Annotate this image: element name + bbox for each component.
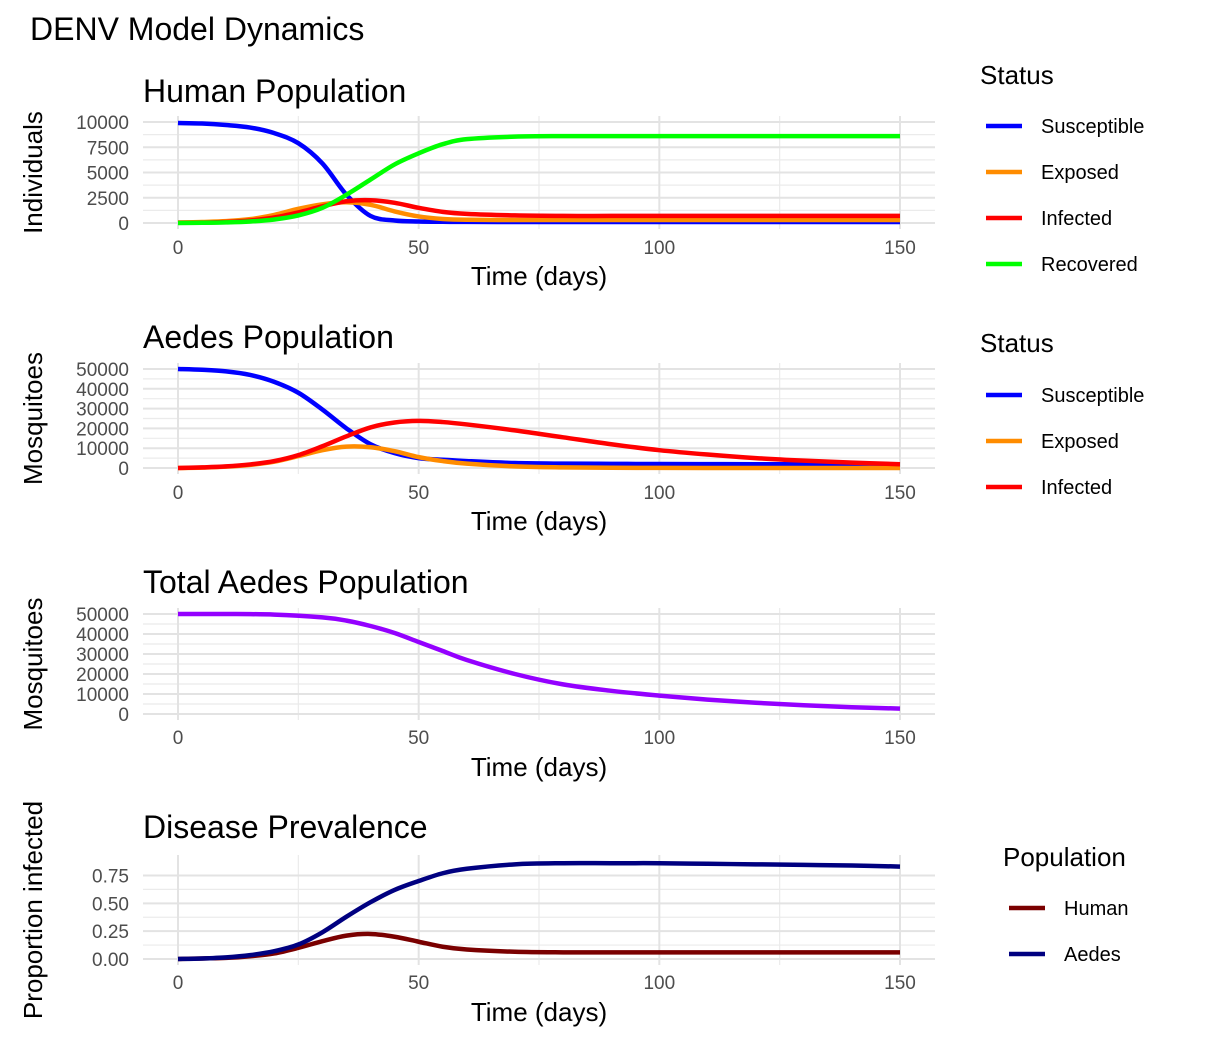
x-axis-label: Time (days) [471, 506, 607, 536]
legend-title: Status [980, 328, 1054, 358]
page-title: DENV Model Dynamics [30, 11, 364, 47]
y-tick-label: 0.25 [92, 922, 129, 943]
series-line-infected [177, 418, 901, 471]
series-line-total [177, 611, 901, 711]
x-tick-label: 50 [408, 728, 429, 749]
x-tick-label: 0 [173, 728, 184, 749]
x-axis-label: Time (days) [471, 261, 607, 291]
panel-title: Human Population [143, 73, 406, 109]
x-tick-label: 100 [643, 728, 675, 749]
y-tick-label: 0 [118, 705, 129, 726]
grid-lines [143, 608, 935, 720]
x-tick-label: 50 [408, 238, 429, 259]
y-tick-label: 7500 [87, 138, 129, 159]
y-tick-label: 0 [118, 214, 129, 235]
y-tick-label: 30000 [76, 400, 129, 421]
x-tick-label: 0 [173, 973, 184, 994]
legend-label: Infected [1041, 477, 1112, 499]
x-tick-label: 0 [173, 483, 184, 504]
series-line-recovered [177, 133, 900, 226]
y-tick-label: 50000 [76, 605, 129, 626]
legend-title: Status [980, 60, 1054, 90]
y-tick-label: 0.00 [92, 950, 129, 971]
grid-lines [143, 855, 935, 965]
x-tick-label: 100 [643, 238, 675, 259]
legend-label: Exposed [1041, 431, 1119, 453]
chart-panel: 0 50 100 15001000020000300004000050000Aedes… [18, 319, 1144, 536]
legend-label: Recovered [1041, 254, 1138, 276]
x-tick-label: 50 [408, 483, 429, 504]
x-tick-label: 150 [884, 238, 916, 259]
chart-panel: 0 50 100 150 0 2500 5000 7500 10000 Human Populat… [18, 60, 1144, 291]
series-line-aedes [177, 860, 901, 962]
legend-label: Susceptible [1041, 116, 1144, 138]
x-tick-label: 150 [884, 973, 916, 994]
y-tick-label: 10000 [76, 439, 129, 460]
y-tick-label: 0.75 [92, 866, 129, 887]
legend-title: Population [1003, 842, 1126, 872]
chart-panel: 0 50 100 15001000020000300004000050000Total… [18, 564, 935, 782]
panel-title: Total Aedes Population [143, 564, 469, 600]
x-tick-label: 100 [643, 483, 675, 504]
legend-label: Exposed [1041, 162, 1119, 184]
y-axis-label: Proportion infected [18, 801, 48, 1019]
y-tick-label: 50000 [76, 360, 129, 381]
y-tick-label: 40000 [76, 380, 129, 401]
y-axis-label: Individuals [18, 111, 48, 234]
x-tick-label: 0 [173, 238, 184, 259]
legend-label: Infected [1041, 208, 1112, 230]
x-axis-label: Time (days) [471, 752, 607, 782]
y-axis-label: Mosquitoes [18, 598, 48, 731]
y-tick-label: 2500 [87, 189, 129, 210]
panel-title: Disease Prevalence [143, 809, 428, 845]
y-tick-label: 40000 [76, 625, 129, 646]
y-tick-label: 5000 [87, 164, 129, 185]
y-axis-label: Mosquitoes [18, 352, 48, 485]
y-tick-label: 10000 [76, 685, 129, 706]
grid-lines [143, 116, 935, 229]
x-axis-label: Time (days) [471, 997, 607, 1027]
legend: Status Susceptible Exposed Infected Recovere… [980, 60, 1144, 276]
y-tick-label: 10000 [76, 113, 129, 134]
legend: Status Susceptible Exposed Infected [980, 328, 1144, 499]
legend-label: Aedes [1064, 944, 1121, 966]
chart-panel: 0 50 100 150 0.00 0.25 0.50 0.75 Disease Prevale… [18, 801, 1128, 1027]
x-tick-label: 150 [884, 483, 916, 504]
y-tick-label: 0 [118, 459, 129, 480]
x-tick-label: 100 [643, 973, 675, 994]
y-tick-label: 20000 [76, 419, 129, 440]
y-tick-label: 30000 [76, 645, 129, 666]
panel-title: Aedes Population [143, 319, 394, 355]
y-tick-label: 0.50 [92, 894, 129, 915]
y-tick-label: 20000 [76, 665, 129, 686]
legend-label: Susceptible [1041, 385, 1144, 407]
legend-label: Human [1064, 898, 1128, 920]
legend: Population Human Aedes [1003, 842, 1128, 966]
x-tick-label: 50 [408, 973, 429, 994]
x-tick-label: 150 [884, 728, 916, 749]
